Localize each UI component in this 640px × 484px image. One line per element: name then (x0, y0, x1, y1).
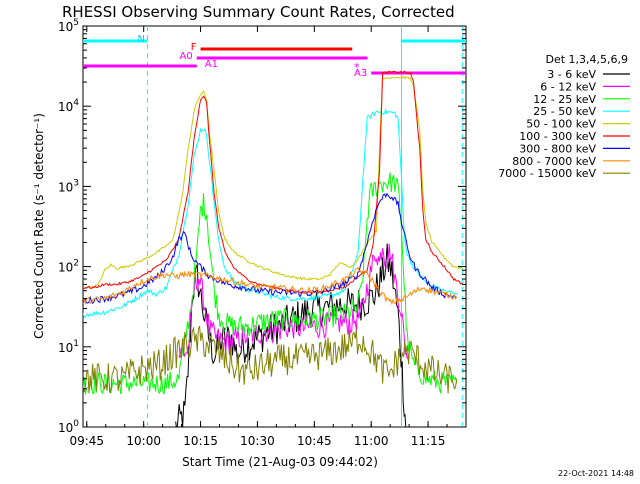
series-line-0 (175, 243, 407, 427)
axes: 09:45 10:00 10:15 10:30 10:45 11:00 11:15 100 10… (58, 18, 467, 448)
attenuator-label-3: A3 (354, 68, 367, 79)
attenuator-label-4: N (137, 34, 144, 45)
series-line-7 (83, 266, 458, 306)
legend-label-0: 3 - 6 keV (547, 68, 596, 81)
y-tick-label-4: 104 (58, 98, 79, 114)
y-tick-label-0: 100 (58, 419, 79, 435)
legend-label-8: 7000 - 15000 keV (498, 167, 596, 180)
attenuator-bars: FA0 A1 A3 N (83, 34, 466, 79)
legend-label-4: 50 - 100 keV (526, 118, 596, 131)
legend-label-3: 25 - 50 keV (533, 105, 596, 118)
legend-title: Det 1,3,4,5,6,9 (545, 53, 628, 66)
x-tick-label-0: 09:45 (69, 434, 104, 448)
x-tick-label-4: 10:45 (297, 434, 332, 448)
attenuator-label-0: F (191, 42, 197, 53)
y-tick-label-5: 105 (58, 18, 79, 34)
legend-label-1: 6 - 12 keV (540, 80, 596, 93)
series-line-3 (83, 107, 458, 318)
series-line-8 (83, 325, 458, 394)
x-tick-label-5: 11:00 (354, 434, 389, 448)
x-tick-label-1: 10:00 (126, 434, 161, 448)
y-tick-label-2: 102 (58, 259, 79, 275)
time-markers (146, 26, 463, 427)
timestamp: 22-Oct-2021 14:48 (558, 469, 634, 478)
y-tick-label-3: 103 (58, 178, 79, 194)
x-axis-label: Start Time (21-Aug-03 09:44:02) (182, 455, 378, 469)
legend-label-5: 100 - 300 keV (519, 130, 596, 143)
x-tick-label-2: 10:15 (183, 434, 218, 448)
attenuator-label-2: A1 (205, 59, 218, 70)
attenuator-label-1: A0 (180, 51, 193, 62)
chart-title: RHESSI Observing Summary Count Rates, Co… (62, 3, 455, 21)
series-line-6 (83, 192, 457, 304)
series-line-1 (178, 243, 408, 360)
series-line-4 (83, 75, 464, 290)
x-tick-label-3: 10:30 (240, 434, 275, 448)
series-lines (83, 70, 464, 427)
legend-label-7: 800 - 7000 keV (512, 155, 596, 168)
legend-label-2: 12 - 25 keV (533, 93, 596, 106)
y-axis-label: Corrected Count Rate (s⁻¹ detector⁻¹) (32, 113, 46, 339)
plot-frame (82, 25, 467, 428)
legend-label-6: 300 - 800 keV (519, 142, 596, 155)
y-tick-label-1: 101 (58, 339, 79, 355)
series-line-5 (83, 70, 464, 294)
asterisk-annotation: * (354, 61, 360, 74)
x-tick-label-6: 11:15 (411, 434, 446, 448)
